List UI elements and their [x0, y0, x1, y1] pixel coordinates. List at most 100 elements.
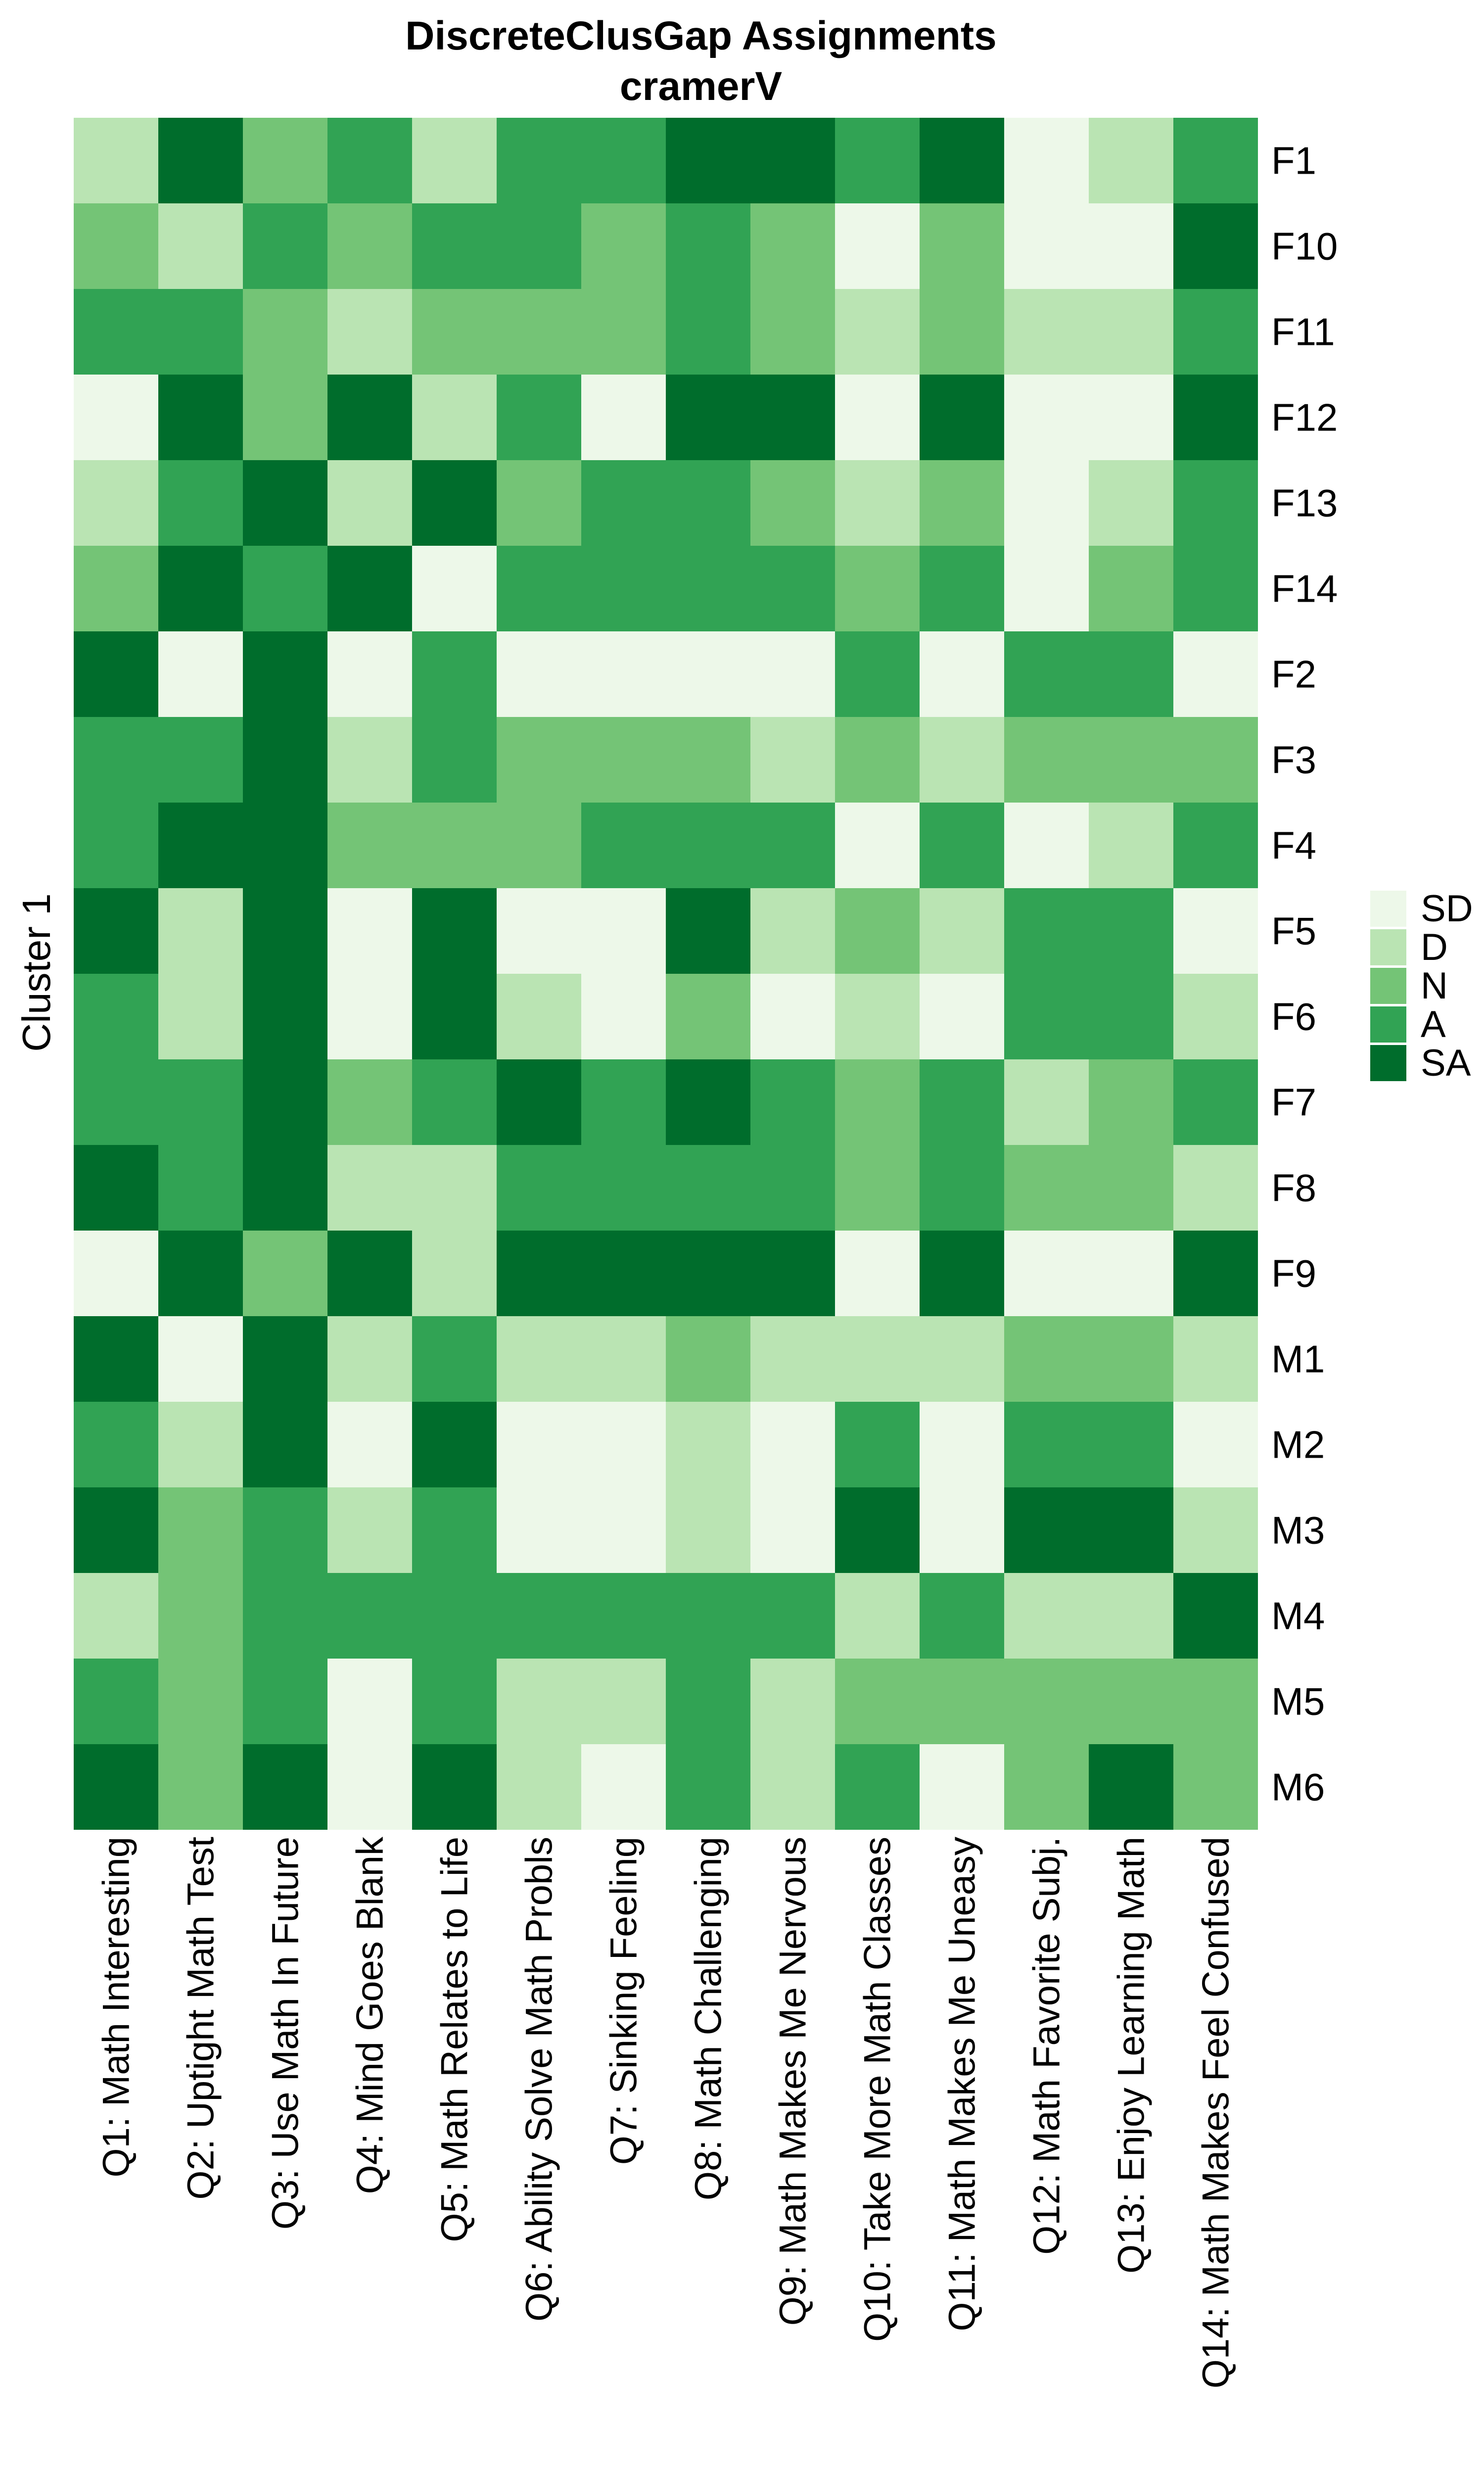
col-label-text: Q9: Math Makes Me Nervous: [772, 1837, 814, 2326]
heatmap-cell: [835, 203, 920, 289]
heatmap-cell: [158, 888, 243, 974]
row-label-f10: F10: [1271, 224, 1338, 268]
heatmap-cell: [327, 888, 412, 974]
heatmap-cell: [835, 118, 920, 203]
col-label-text: Q3: Use Math In Future: [264, 1837, 306, 2230]
heatmap-cell: [74, 203, 158, 289]
heatmap-cell: [158, 717, 243, 803]
heatmap-cell: [74, 1059, 158, 1145]
heatmap-cell: [327, 974, 412, 1059]
heatmap-cell: [412, 1316, 497, 1402]
heatmap-cell: [243, 1659, 327, 1744]
heatmap-cell: [1004, 888, 1089, 974]
heatmap-cell: [497, 1573, 581, 1659]
col-label-q10: Q10: Take More Math Classes: [856, 1837, 899, 2344]
legend-label-sd: SD: [1421, 888, 1473, 930]
heatmap-cell: [74, 717, 158, 803]
heatmap-cell: [243, 1573, 327, 1659]
heatmap-cell: [1004, 1573, 1089, 1659]
heatmap-cell: [1089, 460, 1173, 546]
heatmap-cell: [581, 1231, 666, 1316]
heatmap-cell: [497, 631, 581, 717]
heatmap-cell: [412, 1573, 497, 1659]
heatmap-cell: [74, 631, 158, 717]
heatmap-cell: [1173, 203, 1258, 289]
col-label-q11: Q11: Math Makes Me Uneasy: [940, 1837, 983, 2334]
heatmap-cell: [1089, 1659, 1173, 1744]
heatmap-cell: [835, 1059, 920, 1145]
heatmap-cell: [74, 1231, 158, 1316]
heatmap-cell: [750, 1059, 835, 1145]
row-label-f14: F14: [1271, 567, 1338, 610]
col-label-text: Q10: Take More Math Classes: [856, 1837, 898, 2342]
heatmap-cell: [1089, 1402, 1173, 1487]
heatmap-cell: [243, 118, 327, 203]
heatmap-cell: [1173, 888, 1258, 974]
legend-label-d: D: [1421, 926, 1448, 968]
heatmap-cell: [243, 375, 327, 460]
heatmap-cell: [243, 1402, 327, 1487]
heatmap-cell: [920, 1573, 1004, 1659]
heatmap-cell: [412, 1059, 497, 1145]
chart-title-line2: cramerV: [619, 64, 783, 109]
row-label-f6: F6: [1271, 995, 1317, 1038]
row-label-m4: M4: [1271, 1594, 1325, 1637]
heatmap-cell: [750, 717, 835, 803]
heatmap-cell: [1173, 1231, 1258, 1316]
heatmap-cell: [835, 974, 920, 1059]
row-label-f8: F8: [1271, 1166, 1317, 1209]
heatmap-cell: [158, 1145, 243, 1231]
heatmap-cell: [750, 1231, 835, 1316]
heatmap-cell: [327, 1059, 412, 1145]
heatmap-cell: [412, 118, 497, 203]
heatmap-cell: [581, 203, 666, 289]
heatmap-cell: [243, 546, 327, 631]
heatmap-cell: [74, 546, 158, 631]
heatmap-cell: [243, 803, 327, 888]
heatmap-cell: [920, 974, 1004, 1059]
heatmap-cell: [497, 974, 581, 1059]
heatmap-cell: [158, 289, 243, 375]
heatmap-cell: [1173, 1659, 1258, 1744]
heatmap-cell: [1004, 1487, 1089, 1573]
heatmap-cell: [158, 1402, 243, 1487]
heatmap-cell: [666, 1059, 750, 1145]
heatmap-cell: [666, 1744, 750, 1830]
heatmap-cell: [581, 1659, 666, 1744]
heatmap-cell: [243, 289, 327, 375]
legend-label-sa: SA: [1421, 1042, 1471, 1084]
heatmap-cell: [243, 203, 327, 289]
heatmap-cell: [666, 1231, 750, 1316]
heatmap-cell: [497, 1059, 581, 1145]
heatmap-cell: [835, 1573, 920, 1659]
heatmap-cell: [666, 1402, 750, 1487]
heatmap-cell: [1004, 1316, 1089, 1402]
heatmap-cell: [497, 1231, 581, 1316]
heatmap-cell: [497, 1145, 581, 1231]
col-label-q7: Q7: Sinking Feeling: [602, 1837, 645, 2167]
col-label-text: Q5: Math Relates to Life: [433, 1837, 475, 2242]
heatmap-cell: [1089, 118, 1173, 203]
heatmap-cell: [835, 803, 920, 888]
heatmap-cell: [666, 1659, 750, 1744]
col-label-text: Q12: Math Favorite Subj.: [1025, 1837, 1067, 2255]
heatmap-cell: [920, 717, 1004, 803]
heatmap-cell: [750, 1659, 835, 1744]
heatmap-cell: [158, 203, 243, 289]
heatmap-cell: [327, 1744, 412, 1830]
heatmap-cell: [74, 1487, 158, 1573]
heatmap-cell: [158, 803, 243, 888]
heatmap-cell: [412, 717, 497, 803]
heatmap-cell: [1089, 1573, 1173, 1659]
heatmap-cell: [243, 974, 327, 1059]
heatmap-cell: [1004, 1659, 1089, 1744]
heatmap-cell: [920, 888, 1004, 974]
row-label-f11: F11: [1271, 310, 1335, 353]
heatmap-cell: [327, 203, 412, 289]
heatmap-cell: [1089, 631, 1173, 717]
heatmap-cell: [1173, 974, 1258, 1059]
heatmap-cell: [497, 888, 581, 974]
heatmap-cell: [1004, 717, 1089, 803]
col-label-q2: Q2: Uptight Math Test: [179, 1837, 222, 2202]
col-label-q3: Q3: Use Math In Future: [264, 1837, 307, 2232]
